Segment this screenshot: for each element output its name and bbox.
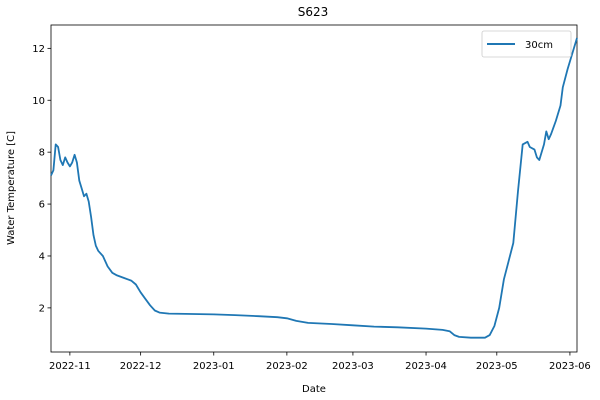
y-axis: 2 4 6 8 10 12 (32, 44, 51, 314)
x-tick-label: 2023-05 (476, 361, 518, 372)
y-tick-label: 8 (39, 148, 45, 159)
chart-title: S623 (298, 5, 329, 19)
legend-label-30cm: 30cm (525, 40, 553, 51)
series-layer (50, 37, 578, 339)
y-tick-label: 4 (39, 251, 45, 262)
series-line-30cm (50, 37, 578, 339)
y-tick-label: 12 (32, 44, 45, 55)
x-tick-label: 2023-06 (549, 361, 591, 372)
legend-box (481, 30, 572, 58)
x-tick-label: 2022-12 (120, 361, 162, 372)
plot-area (50, 24, 578, 353)
y-axis-label: Water Temperature [C] (6, 131, 17, 245)
y-tick-label: 10 (32, 96, 45, 107)
x-tick-label: 2023-01 (193, 361, 235, 372)
y-tick-label: 2 (39, 303, 45, 314)
x-axis-label: Date (302, 384, 326, 395)
legend: 30cm (481, 30, 572, 58)
x-tick-label: 2023-03 (332, 361, 374, 372)
x-axis: 2022-11 2022-12 2023-01 2023-02 2023-03 2023-… (49, 352, 591, 372)
x-tick-label: 2023-02 (266, 361, 308, 372)
x-tick-label: 2022-11 (49, 361, 91, 372)
x-tick-label: 2023-04 (405, 361, 447, 372)
y-tick-label: 6 (39, 200, 45, 211)
